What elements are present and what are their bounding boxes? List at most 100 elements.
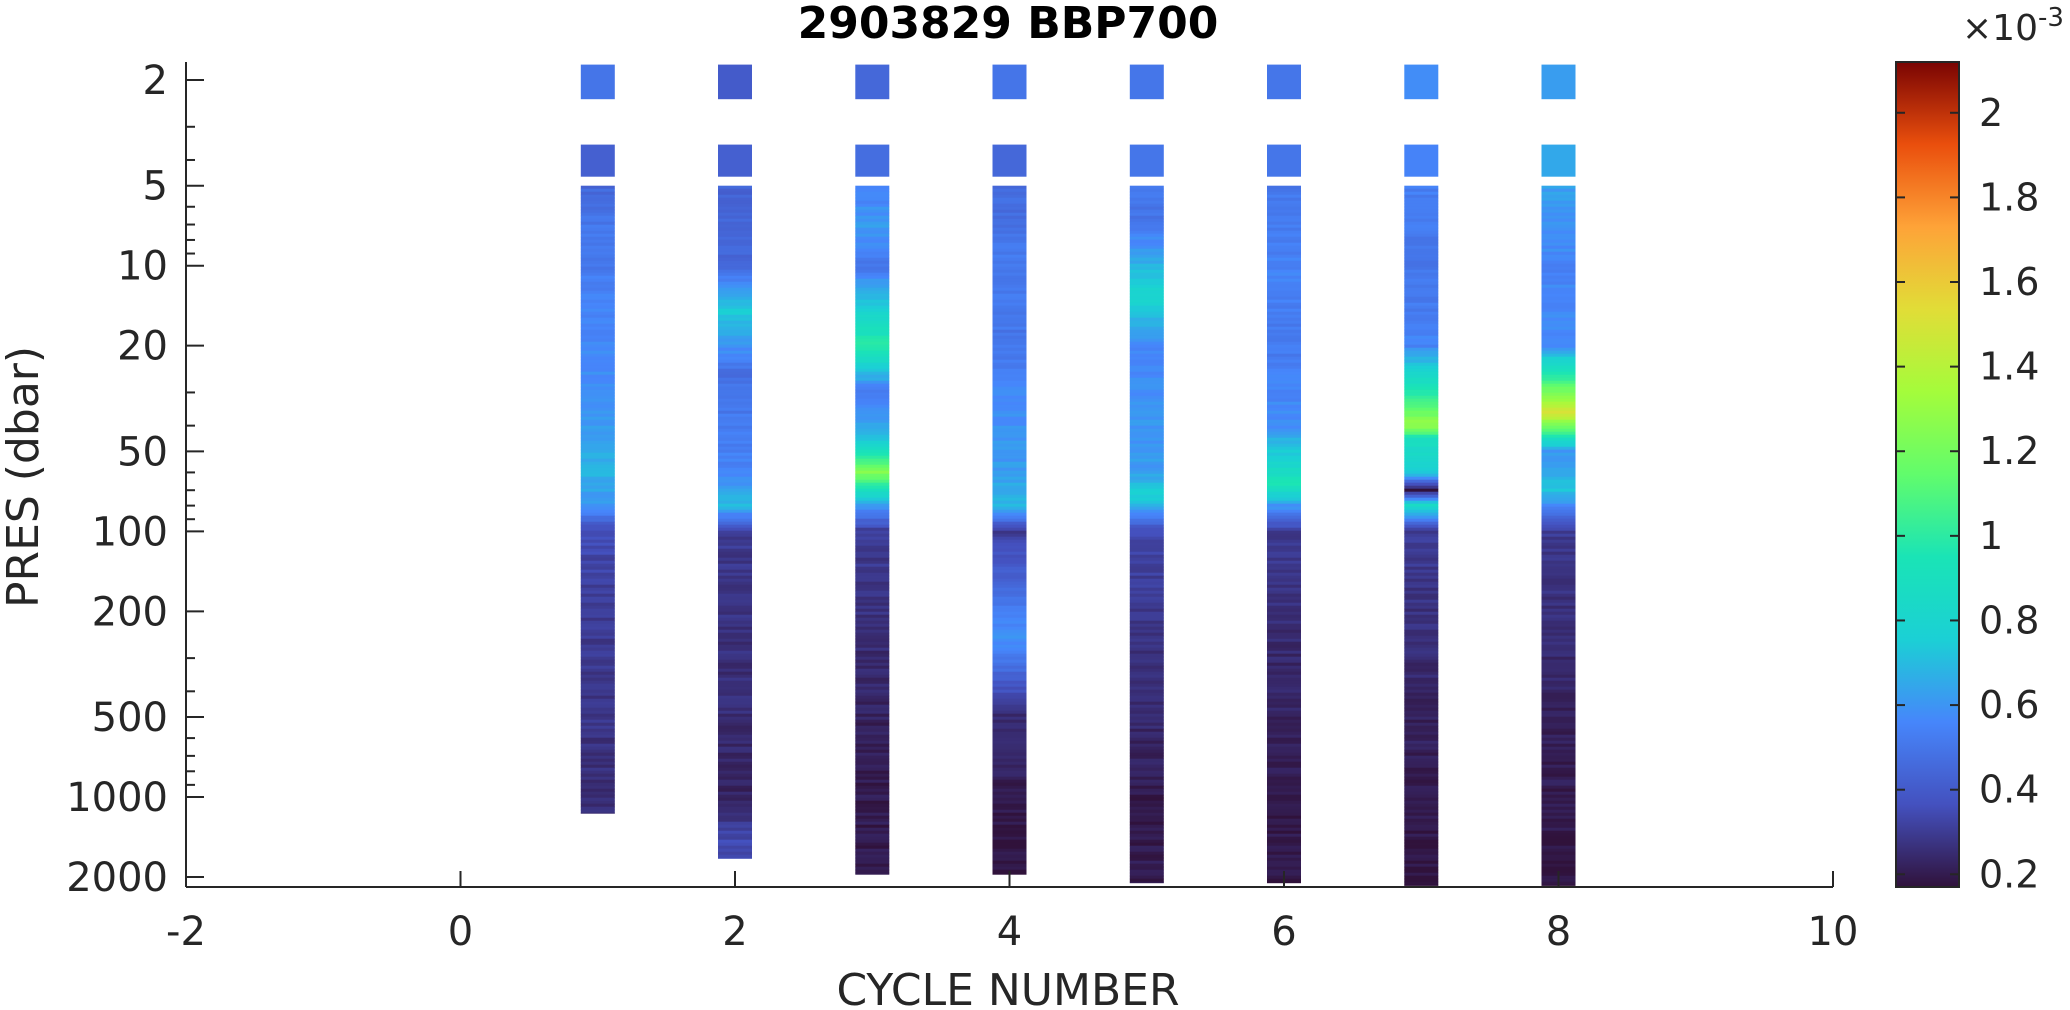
profile-cell [718,188,752,193]
profile-cell [1267,629,1301,634]
profile-cell [1129,362,1164,367]
profile-cell [1541,64,1576,100]
profile-cell [580,797,615,802]
profile-cell [855,674,890,679]
profile-cell [580,653,615,658]
profile-cell [1129,272,1164,277]
profile-cell [1404,824,1439,829]
profile-cell [992,677,1027,682]
profile-cell [992,332,1027,337]
profile-cell [1267,200,1301,205]
profile-cell [718,635,752,640]
profile-cell [1541,569,1576,574]
profile-cell [1129,554,1164,559]
profile-cell [1267,692,1301,697]
profile-cell [1267,803,1301,808]
profile-cell [992,482,1027,487]
profile-cell [855,356,890,361]
profile-cell [718,467,752,472]
profile-cell [580,341,615,346]
profile-cell [1404,431,1439,436]
profile-cell [1541,374,1576,379]
profile-cell [992,632,1027,637]
profile-cell [1129,293,1164,298]
profile-cell [1267,356,1301,361]
profile-cell [1129,218,1164,223]
profile-cell [1129,626,1164,631]
profile-cell [1541,413,1576,418]
profile-cell [992,833,1027,838]
profile-cell [855,533,890,538]
profile-cell [718,581,752,586]
profile-cell [1541,290,1576,295]
profile-cell [992,221,1027,226]
profile-cell [1541,659,1576,664]
profile-cell [855,365,890,370]
profile-cell [1404,380,1439,385]
profile-cell [1267,290,1301,295]
profile-cell [1129,359,1164,364]
profile-cell [855,635,890,640]
profile-cell [1129,593,1164,598]
profile-cell [1267,581,1301,586]
profile-cell [992,425,1027,430]
profile-cell [1541,614,1576,619]
profile-cell [855,410,890,415]
profile-cell [580,752,615,757]
profile-cell [1541,440,1576,445]
profile-cell [718,773,752,778]
profile-cell [1129,302,1164,307]
profile-cell [855,491,890,496]
profile-cell [1129,863,1164,868]
profile-cell [855,839,890,844]
profile-cell [1404,797,1439,802]
profile-cell [855,842,890,847]
profile-cell [1129,839,1164,844]
profile-cell [1404,593,1439,598]
profile-cell [1404,680,1439,685]
profile-cell [718,728,752,733]
profile-cell [1129,494,1164,499]
profile-cell [1129,410,1164,415]
profile-cell [1541,254,1576,259]
profile-cell [1404,734,1439,739]
profile-cell [855,671,890,676]
profile-cell [718,614,752,619]
profile-cell [992,251,1027,256]
profile-cell [1404,530,1439,535]
profile-cell [1541,188,1576,193]
profile-cell [992,599,1027,604]
profile-cell [1267,434,1301,439]
profile-cell [855,716,890,721]
profile-cell [1129,251,1164,256]
profile-cell [855,203,890,208]
profile-cell [1129,281,1164,286]
profile-cell [1541,767,1576,772]
profile-cell [718,782,752,787]
profile-cell [1404,260,1439,265]
profile-cell [718,662,752,667]
profile-cell [1129,665,1164,670]
profile-cell [992,545,1027,550]
profile-cell [1267,623,1301,628]
profile-cell [580,527,615,532]
profile-cell [1129,416,1164,421]
profile-cell [1541,263,1576,268]
profile-cell [1404,626,1439,631]
profile-cell [1404,752,1439,757]
profile-cell [855,64,890,100]
profile-cell [1129,710,1164,715]
profile-cell [1129,227,1164,232]
profile-cell [1541,260,1576,265]
profile-cell [718,848,752,853]
profile-cell [992,683,1027,688]
profile-cell [1541,866,1576,871]
profile-cell [718,416,752,421]
profile-cell [718,512,752,517]
profile-cell [1404,737,1439,742]
profile-cell [855,302,890,307]
profile-cell [992,479,1027,484]
profile-cell [580,539,615,544]
profile-cell [992,299,1027,304]
profile-cell [1129,500,1164,505]
